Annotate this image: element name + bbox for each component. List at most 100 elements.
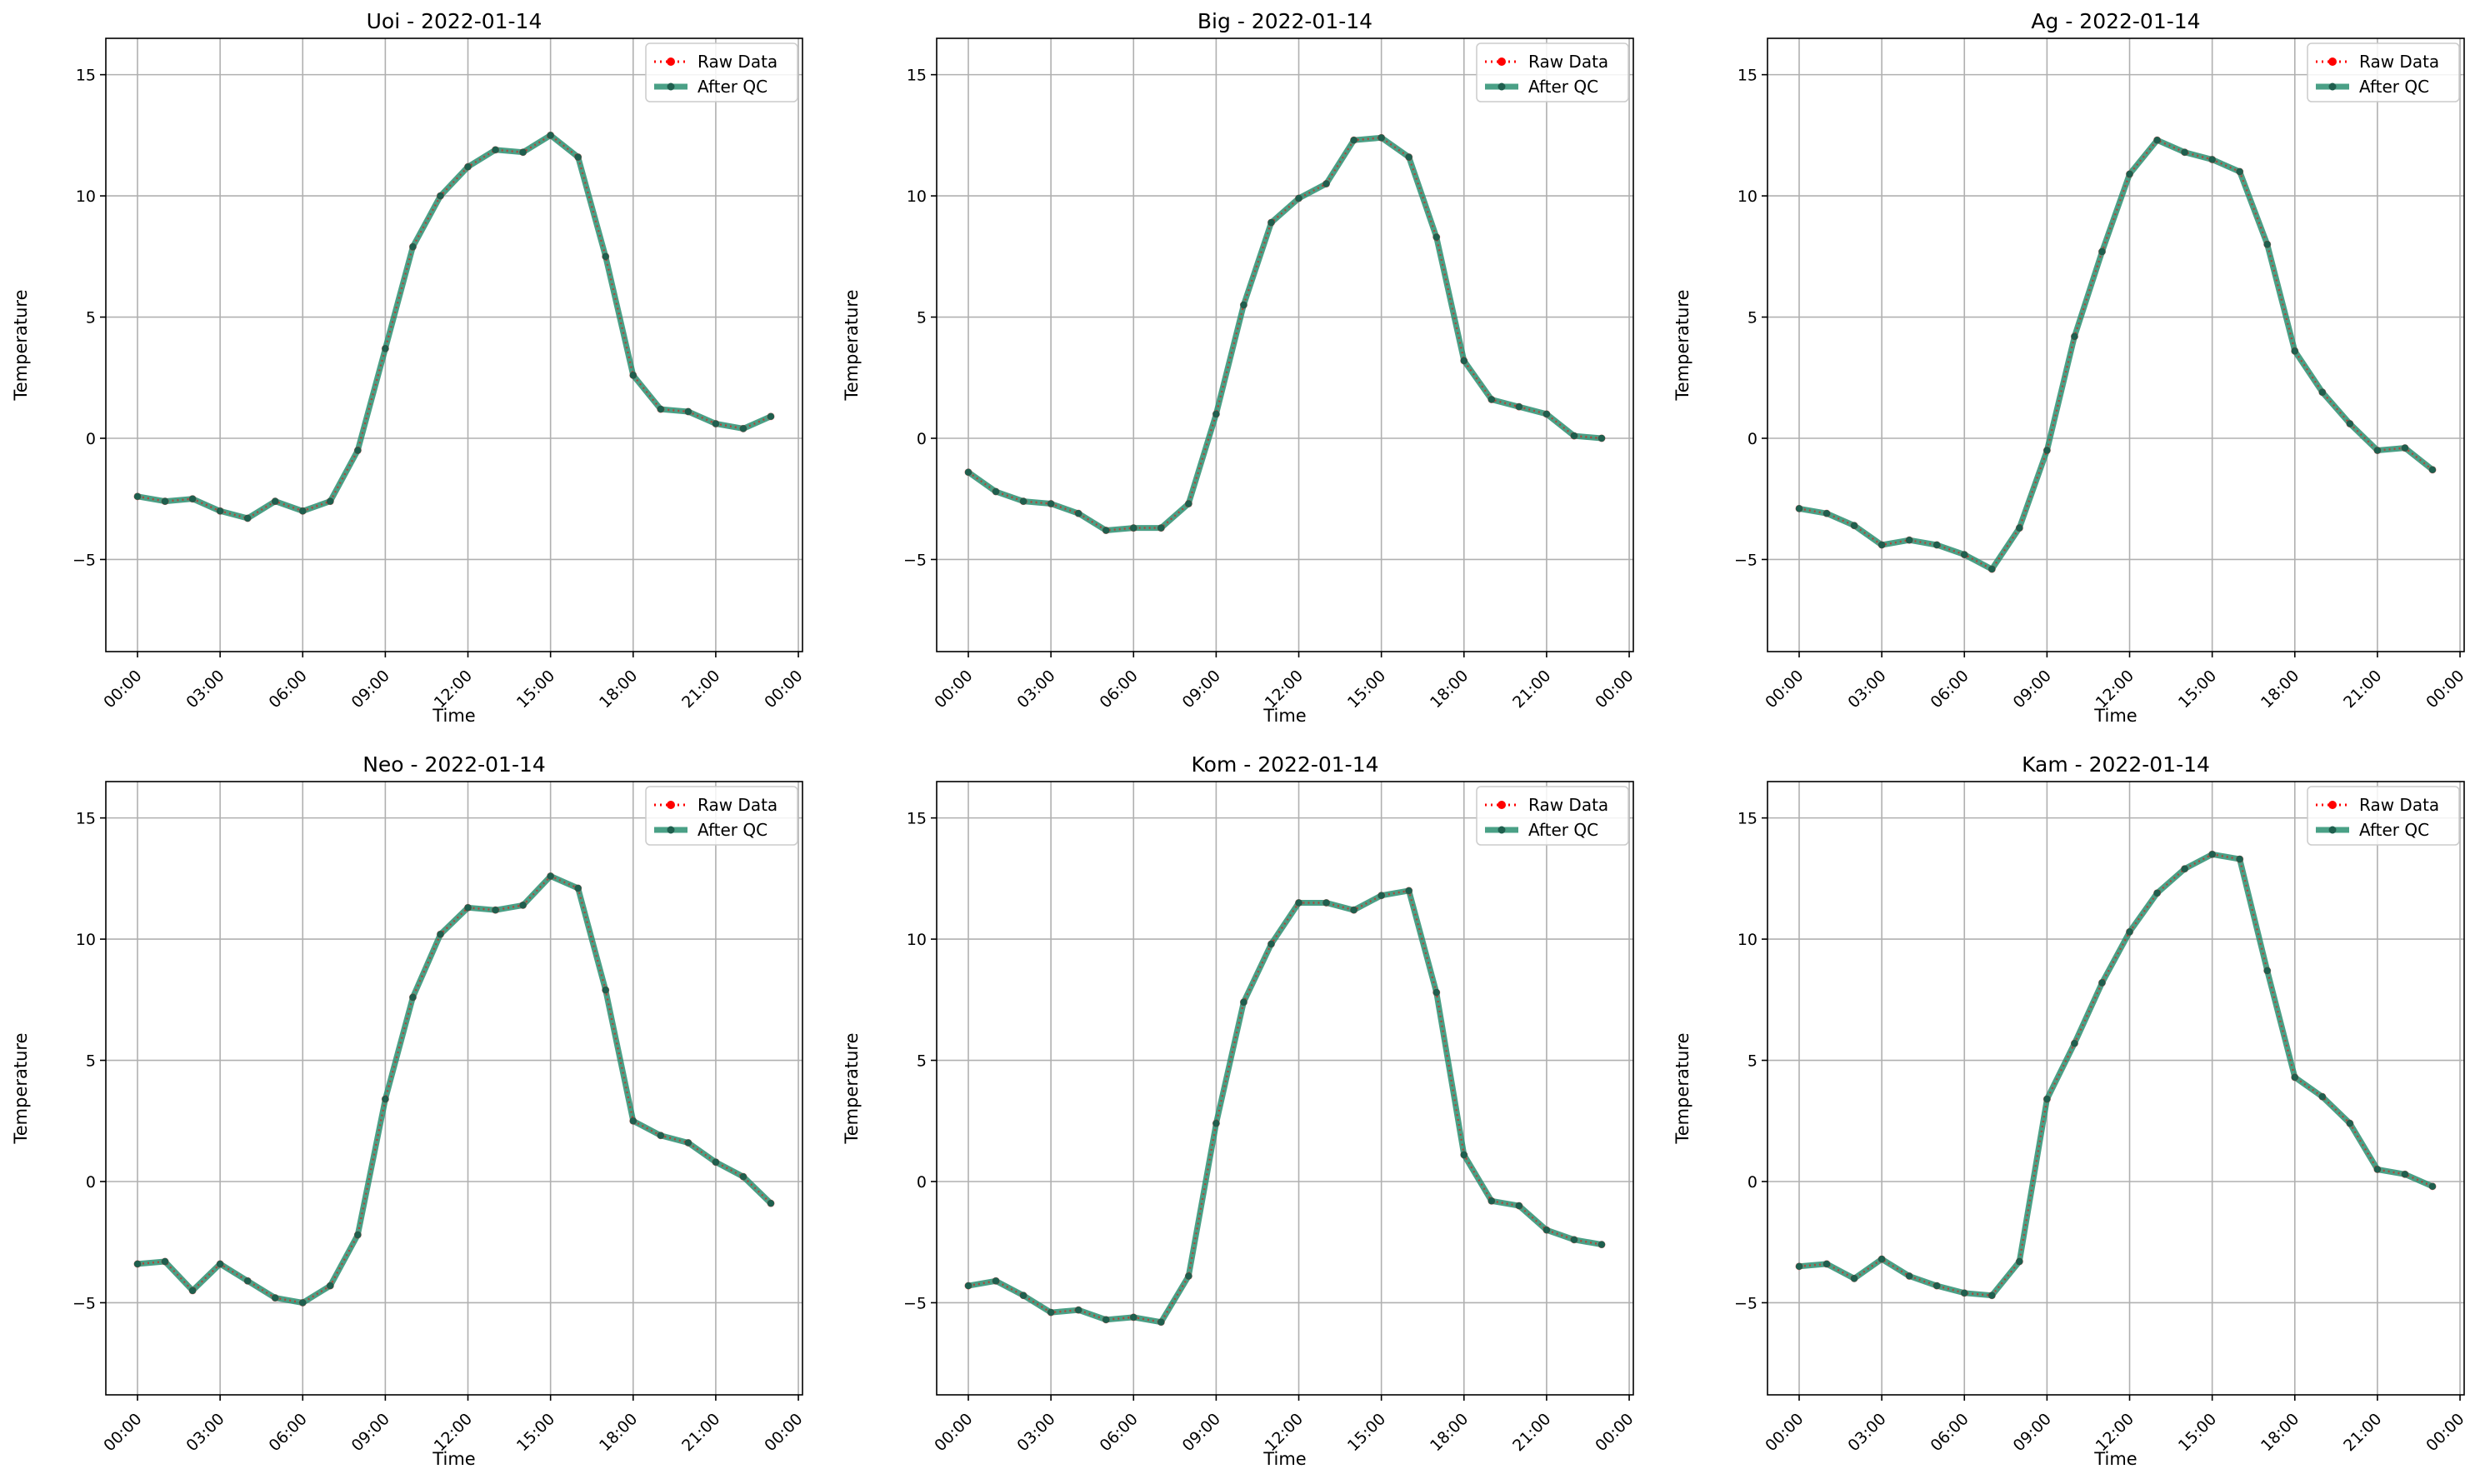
plot-area	[937, 38, 1633, 652]
after-qc-point-0	[133, 1260, 142, 1268]
after-qc-point-16	[574, 153, 582, 161]
after-qc-point-21	[1542, 410, 1551, 418]
legend: Raw Data After QC	[2307, 786, 2460, 846]
after-qc-point-13	[2153, 136, 2161, 144]
after-qc-point-23	[767, 1199, 775, 1207]
after-qc-point-20	[1515, 402, 1523, 411]
after-qc-point-10	[409, 242, 417, 251]
x-tick-label-2: 06:00	[1097, 1410, 1142, 1455]
x-tick-label-8: 00:00	[761, 1410, 806, 1455]
after-qc-point-3	[1047, 500, 1055, 507]
legend-qc-handle-marker	[2328, 826, 2337, 834]
after-qc-point-18	[629, 1117, 637, 1125]
y-axis-label: Temperature	[11, 1032, 31, 1144]
legend-qc-label: After QC	[698, 820, 768, 840]
legend: Raw Data After QC	[645, 42, 798, 102]
y-tick-label-0: −5	[903, 1294, 927, 1312]
after-qc-point-6	[299, 1299, 307, 1307]
after-qc-point-19	[1488, 1197, 1496, 1205]
after-qc-point-12	[1295, 899, 1302, 907]
after-qc-point-0	[1795, 505, 1803, 512]
x-tick-label-7: 21:00	[678, 1410, 723, 1455]
legend-raw-handle-marker	[1498, 57, 1506, 66]
after-qc-point-15	[547, 132, 554, 139]
y-tick-label-1: 0	[86, 430, 96, 448]
after-qc-point-11	[2098, 979, 2106, 987]
series-raw-data-line	[1798, 853, 2433, 1297]
after-qc-point-3	[216, 507, 224, 515]
series-raw-data-line	[968, 137, 1602, 532]
legend: Raw Data After QC	[2307, 42, 2460, 102]
x-axis-label: Time	[2093, 1449, 2137, 1469]
after-qc-point-2	[188, 1287, 197, 1295]
after-qc-point-1	[1822, 509, 1831, 517]
legend-raw-label: Raw Data	[2359, 795, 2439, 815]
x-tick-label-5: 15:00	[2175, 1410, 2220, 1455]
subplot-1: 00:00 03:00 06:00 09:00 12:00 15:00 18:00 21:00…	[11, 9, 807, 726]
y-tick-label-2: 5	[1748, 1052, 1758, 1071]
plot-frame	[105, 37, 803, 652]
y-tick-label-1: 0	[1748, 1173, 1758, 1192]
legend-qc-handle-marker	[2328, 82, 2337, 91]
y-axis-label: Temperature	[842, 1032, 862, 1144]
legend-qc-label: After QC	[1528, 820, 1598, 840]
plot-area	[106, 782, 802, 1395]
x-axis-label: Time	[432, 1449, 475, 1469]
y-tick-label-4: 15	[76, 67, 96, 85]
after-qc-point-3	[216, 1260, 224, 1268]
after-qc-point-15	[2208, 851, 2216, 858]
y-tick-label-0: −5	[1734, 1294, 1758, 1312]
x-tick-label-7: 21:00	[2340, 667, 2385, 712]
y-tick-label-2: 5	[917, 1052, 927, 1071]
y-tick-label-2: 5	[86, 1052, 96, 1071]
after-qc-point-7	[327, 497, 334, 505]
after-qc-point-20	[2346, 1119, 2354, 1127]
after-qc-point-22	[2401, 444, 2409, 452]
after-qc-point-6	[1961, 551, 1968, 558]
x-tick-label-6: 18:00	[2258, 1410, 2302, 1455]
plot-area	[1768, 38, 2464, 652]
y-tick-label-4: 15	[1738, 810, 1758, 828]
series-raw-data-line	[137, 133, 772, 520]
after-qc-point-17	[2263, 241, 2271, 248]
after-qc-point-23	[1598, 434, 1606, 442]
plot-area	[937, 782, 1633, 1395]
legend: Raw Data After QC	[1476, 786, 1629, 846]
x-tick-label-7: 21:00	[2340, 1410, 2385, 1455]
after-qc-point-19	[2318, 1092, 2327, 1101]
after-qc-point-21	[712, 420, 720, 427]
x-tick-label-1: 03:00	[1013, 667, 1058, 712]
subplot-title: Big - 2022-01-14	[1198, 9, 1372, 33]
after-qc-point-9	[1212, 410, 1220, 418]
legend-raw-label: Raw Data	[698, 795, 778, 815]
after-qc-point-13	[1322, 899, 1330, 907]
after-qc-point-23	[1598, 1241, 1606, 1248]
after-qc-point-4	[1074, 1306, 1082, 1314]
x-tick-label-5: 15:00	[1344, 1410, 1389, 1455]
after-qc-point-17	[602, 986, 609, 994]
after-qc-point-22	[739, 425, 748, 432]
legend: Raw Data After QC	[1476, 42, 1629, 102]
after-qc-point-14	[2181, 865, 2188, 872]
after-qc-point-18	[2291, 347, 2298, 355]
after-qc-point-20	[2346, 420, 2354, 427]
after-qc-point-3	[1878, 541, 1886, 549]
after-qc-point-14	[519, 148, 527, 156]
after-qc-point-7	[1158, 524, 1165, 532]
y-tick-label-3: 10	[76, 187, 96, 206]
legend-qc-handle-marker	[667, 826, 675, 834]
after-qc-point-22	[1570, 432, 1578, 440]
subplot-title: Kom - 2022-01-14	[1192, 752, 1379, 777]
y-tick-label-2: 5	[917, 309, 927, 327]
after-qc-point-14	[2181, 148, 2188, 156]
plot-frame	[105, 781, 803, 1396]
after-qc-point-15	[547, 872, 554, 880]
after-qc-point-14	[1350, 136, 1358, 144]
legend-raw-handle-marker	[667, 801, 675, 809]
after-qc-point-18	[629, 372, 637, 379]
y-tick-label-1: 0	[86, 1173, 96, 1192]
y-tick-label-3: 10	[76, 931, 96, 949]
y-tick-label-0: −5	[1734, 551, 1758, 569]
after-qc-point-21	[1542, 1226, 1551, 1234]
x-axis-label: Time	[1262, 706, 1306, 726]
